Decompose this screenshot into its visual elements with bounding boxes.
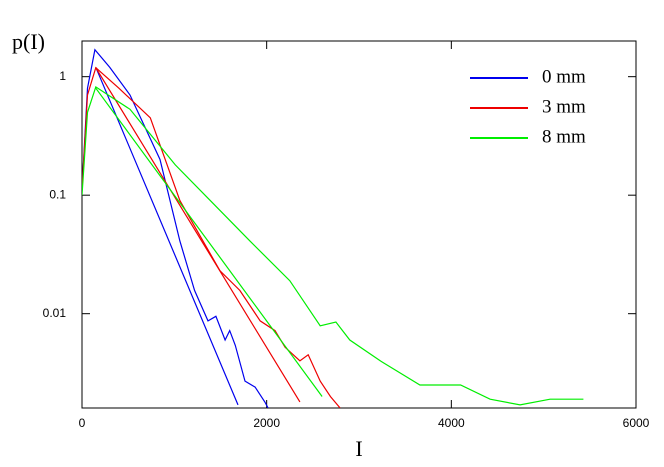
x-tick-label: 6000 bbox=[623, 416, 650, 430]
x-axis-label: I bbox=[355, 436, 362, 461]
y-axis-label: p(I) bbox=[12, 29, 45, 54]
data-line bbox=[82, 85, 584, 406]
x-tick-label: 2000 bbox=[253, 416, 280, 430]
legend-label: 0 mm bbox=[542, 66, 586, 87]
data-line bbox=[82, 66, 341, 408]
x-tick-label: 0 bbox=[79, 416, 86, 430]
fit-line bbox=[95, 67, 301, 403]
fit-line bbox=[95, 87, 323, 397]
y-tick-label: 0.01 bbox=[43, 306, 67, 320]
fit-line bbox=[95, 67, 239, 406]
legend-label: 3 mm bbox=[542, 96, 586, 117]
legend-label: 8 mm bbox=[542, 126, 586, 147]
y-tick-label: 0.1 bbox=[49, 187, 66, 201]
plot-frame bbox=[81, 40, 637, 409]
x-tick-label: 4000 bbox=[438, 416, 465, 430]
y-tick-label: 1 bbox=[59, 69, 66, 83]
data-line bbox=[82, 48, 269, 408]
